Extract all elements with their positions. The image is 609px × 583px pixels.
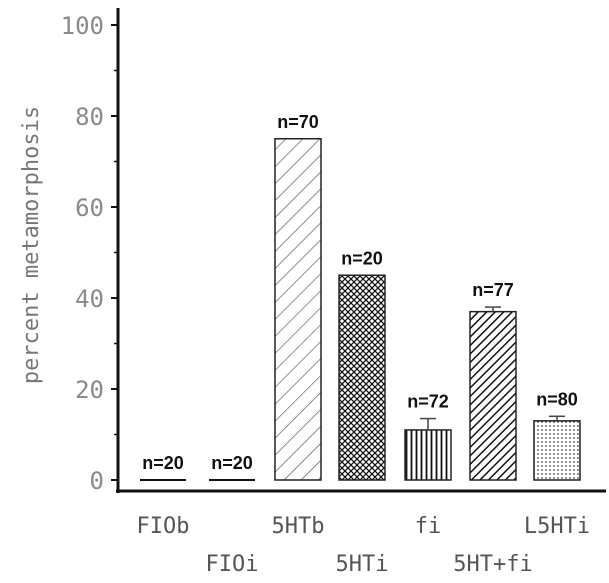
y-axis-label: percent metamorphosis xyxy=(19,106,44,384)
category-label: fi xyxy=(415,514,442,539)
error-bar xyxy=(549,415,565,421)
bar-fi xyxy=(404,429,452,481)
y-axis-ticks: 0 20 40 60 80 100 xyxy=(61,12,118,495)
y-tick-label: 40 xyxy=(75,285,104,313)
bar-5ht-fi xyxy=(469,310,517,481)
n-label: n=20 xyxy=(341,248,383,268)
error-bar xyxy=(485,306,501,312)
n-label: n=20 xyxy=(142,453,184,473)
y-tick-label: 80 xyxy=(75,103,104,131)
n-label: n=80 xyxy=(536,389,578,409)
category-label: FIOi xyxy=(206,552,259,577)
y-tick-label: 100 xyxy=(61,12,104,40)
y-tick-label: 60 xyxy=(75,194,104,222)
y-tick-label: 20 xyxy=(75,376,104,404)
bars xyxy=(140,138,581,481)
n-label: n=72 xyxy=(407,392,449,412)
n-label: n=77 xyxy=(472,280,514,300)
category-label: FIOb xyxy=(137,514,190,539)
bar-5htb xyxy=(274,138,322,481)
error-bars xyxy=(420,306,565,430)
bar-5hti xyxy=(338,274,386,481)
sample-size-labels: n=20 n=20 n=70 n=20 n=72 n=77 n=80 xyxy=(142,112,578,473)
category-label: 5HTi xyxy=(336,552,389,577)
y-tick-label: 0 xyxy=(90,467,104,495)
category-labels: FIOb FIOi 5HTb 5HTi fi 5HT+fi L5HTi xyxy=(137,514,591,577)
category-label: L5HTi xyxy=(524,514,590,539)
bar-l5hti xyxy=(533,420,581,481)
n-label: n=70 xyxy=(277,112,319,132)
error-bar xyxy=(420,417,436,430)
n-label: n=20 xyxy=(211,453,253,473)
category-label: 5HT+fi xyxy=(453,552,532,577)
category-label: 5HTb xyxy=(272,514,325,539)
